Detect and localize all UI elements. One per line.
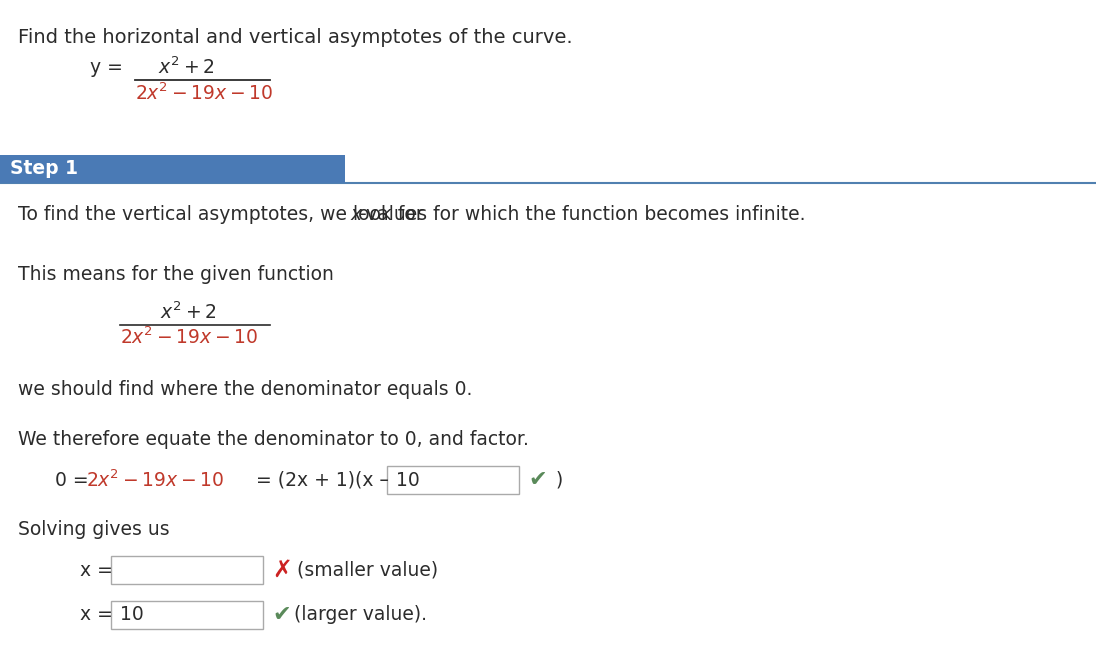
Text: -values for which the function becomes infinite.: -values for which the function becomes i… [359, 205, 806, 224]
Text: Solving gives us: Solving gives us [18, 520, 170, 539]
Text: y =: y = [90, 58, 123, 77]
Text: This means for the given function: This means for the given function [18, 265, 334, 284]
Text: 10: 10 [119, 605, 144, 624]
Text: We therefore equate the denominator to 0, and factor.: We therefore equate the denominator to 0… [18, 430, 529, 449]
Text: $2x^2 - 19x - 10$: $2x^2 - 19x - 10$ [85, 469, 225, 491]
Text: ✔: ✔ [272, 605, 290, 625]
Text: 0 =: 0 = [55, 470, 94, 490]
Text: x: x [350, 205, 361, 224]
FancyBboxPatch shape [111, 556, 263, 584]
Text: ): ) [550, 470, 563, 490]
Text: we should find where the denominator equals 0.: we should find where the denominator equ… [18, 380, 472, 399]
Text: Step 1: Step 1 [10, 159, 78, 178]
FancyBboxPatch shape [0, 155, 345, 183]
Text: $2x^2 - 19x - 10$: $2x^2 - 19x - 10$ [119, 327, 259, 349]
Text: $x^2 + 2$: $x^2 + 2$ [160, 301, 216, 323]
Text: ✗: ✗ [272, 558, 292, 582]
Text: 10: 10 [396, 470, 420, 490]
FancyBboxPatch shape [387, 466, 520, 494]
Text: x =: x = [80, 561, 118, 580]
Text: $2x^2 - 19x - 10$: $2x^2 - 19x - 10$ [135, 82, 273, 103]
Text: To find the vertical asymptotes, we look for: To find the vertical asymptotes, we look… [18, 205, 430, 224]
Text: (smaller value): (smaller value) [297, 561, 438, 580]
FancyBboxPatch shape [111, 601, 263, 629]
Text: Find the horizontal and vertical asymptotes of the curve.: Find the horizontal and vertical asympto… [18, 28, 572, 47]
Text: $x^2 + 2$: $x^2 + 2$ [158, 57, 215, 78]
Text: x =: x = [80, 605, 118, 624]
Text: ✔: ✔ [528, 470, 547, 490]
Text: (larger value).: (larger value). [294, 605, 427, 624]
Text: = (2x + 1)(x –: = (2x + 1)(x – [250, 470, 395, 490]
